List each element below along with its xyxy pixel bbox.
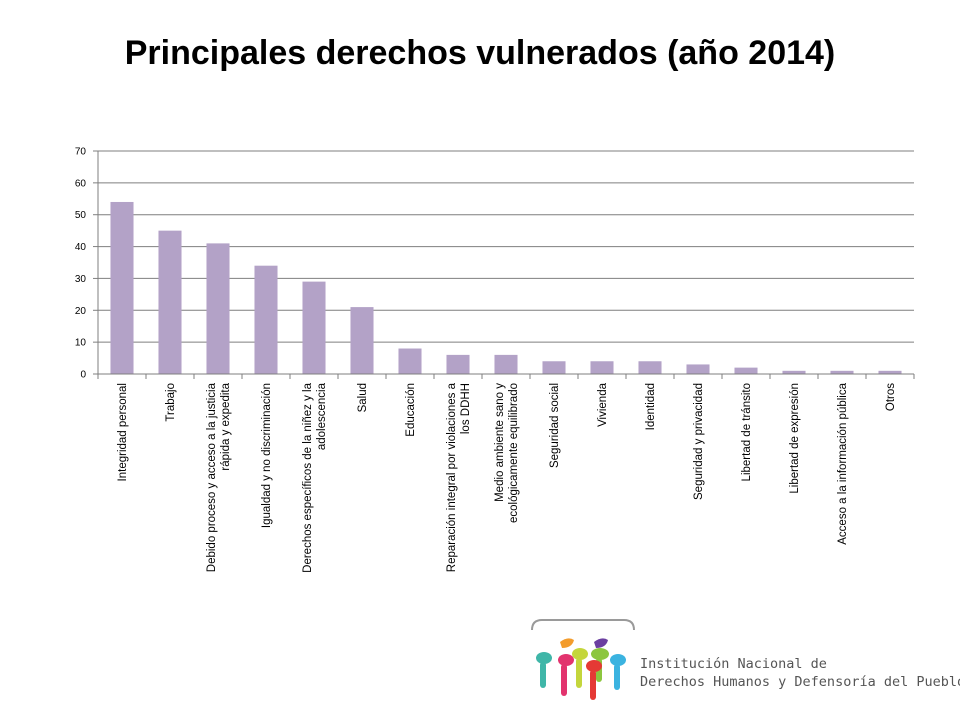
logo-text-line1: Institución Nacional de [640,656,827,672]
category-label: Reparación integral por violaciones a los… [446,382,472,572]
category-label: Igualdad y no discriminación [261,383,273,528]
category-label-line: los DDHH [460,383,472,434]
category-label-line: Acceso a la información pública [837,382,849,544]
bar [206,243,230,374]
category-label: Vivienda [597,382,609,427]
bar [398,348,422,374]
bar [110,201,134,374]
category-label: Integridad personal [117,383,129,481]
category-label-line: Otros [885,383,897,411]
category-label-line: adolescencia [316,382,328,450]
category-label-line: Integridad personal [117,383,129,481]
page-title: Principales derechos vulnerados (año 201… [124,34,836,72]
bar [590,361,614,374]
bar [350,307,374,374]
bars [110,201,902,374]
logo-text-line2: Derechos Humanos y Defensoría del Pueblo [640,674,960,690]
category-label-line: Seguridad y privacidad [693,383,705,500]
category-label: Debido proceso y acceso a la justicia ráp… [206,382,232,572]
gridlines [98,150,914,343]
bar [686,364,710,374]
category-label: Identidad [645,383,657,430]
category-labels: Integridad personal Trabajo Debido proceso… [117,382,897,572]
category-label-line: ecológicamente equilibrado [508,383,520,523]
y-tick-label: 70 [75,147,87,158]
bar [542,361,566,374]
bar [254,265,278,374]
category-label-line: Vivienda [597,382,609,427]
category-label: Derechos específicos de la niñez y la ado… [302,382,328,572]
category-label: Seguridad y privacidad [693,383,705,500]
category-label: Educación [405,383,417,437]
category-label-line: Identidad [645,383,657,430]
category-label: Seguridad social [549,383,561,468]
bar [446,354,470,374]
category-label-line: Reparación integral por violaciones a [446,382,458,572]
y-tick-label: 10 [75,338,87,349]
bar [494,354,518,374]
category-label: Salud [357,383,369,412]
category-label-line: Libertad de tránsito [741,383,753,481]
category-label-line: Debido proceso y acceso a la justicia [206,382,218,572]
institution-logo: Institución Nacional de Derechos Humanos… [528,618,960,718]
bar [302,281,326,374]
category-label: Medio ambiente sano y ecológicamente equi… [494,383,520,523]
category-label-line: Educación [405,383,417,437]
category-label-line: Derechos específicos de la niñez y la [302,382,314,572]
category-label-line: Libertad de expresión [789,383,801,494]
category-label: Trabajo [165,383,177,422]
bar [638,361,662,374]
category-label-line: Seguridad social [549,383,561,468]
y-tick-labels: 0 10 20 30 40 50 60 70 [75,147,87,381]
bar [158,230,182,374]
category-label: Otros [885,383,897,411]
category-label-line: rápida y expedita [220,382,232,470]
category-label: Libertad de expresión [789,383,801,494]
y-tick-label: 30 [75,274,87,285]
category-label-line: Medio ambiente sano y [494,383,506,502]
category-label-line: Trabajo [165,383,177,422]
bar [734,367,758,374]
axes [93,150,915,379]
bar [878,370,902,374]
bar [782,370,806,374]
category-label: Acceso a la información pública [837,382,849,544]
y-tick-label: 40 [75,242,87,253]
logo-emblem-icon [531,619,635,700]
y-tick-label: 0 [80,370,86,381]
category-label-line: Igualdad y no discriminación [261,383,273,528]
y-tick-label: 20 [75,306,87,317]
bar-chart: 0 10 20 30 40 50 60 70 Integridad personal Traba… [75,147,915,573]
category-label: Libertad de tránsito [741,383,753,481]
category-label-line: Salud [357,383,369,412]
y-tick-label: 50 [75,210,87,221]
y-tick-label: 60 [75,178,87,189]
bar [830,370,854,374]
